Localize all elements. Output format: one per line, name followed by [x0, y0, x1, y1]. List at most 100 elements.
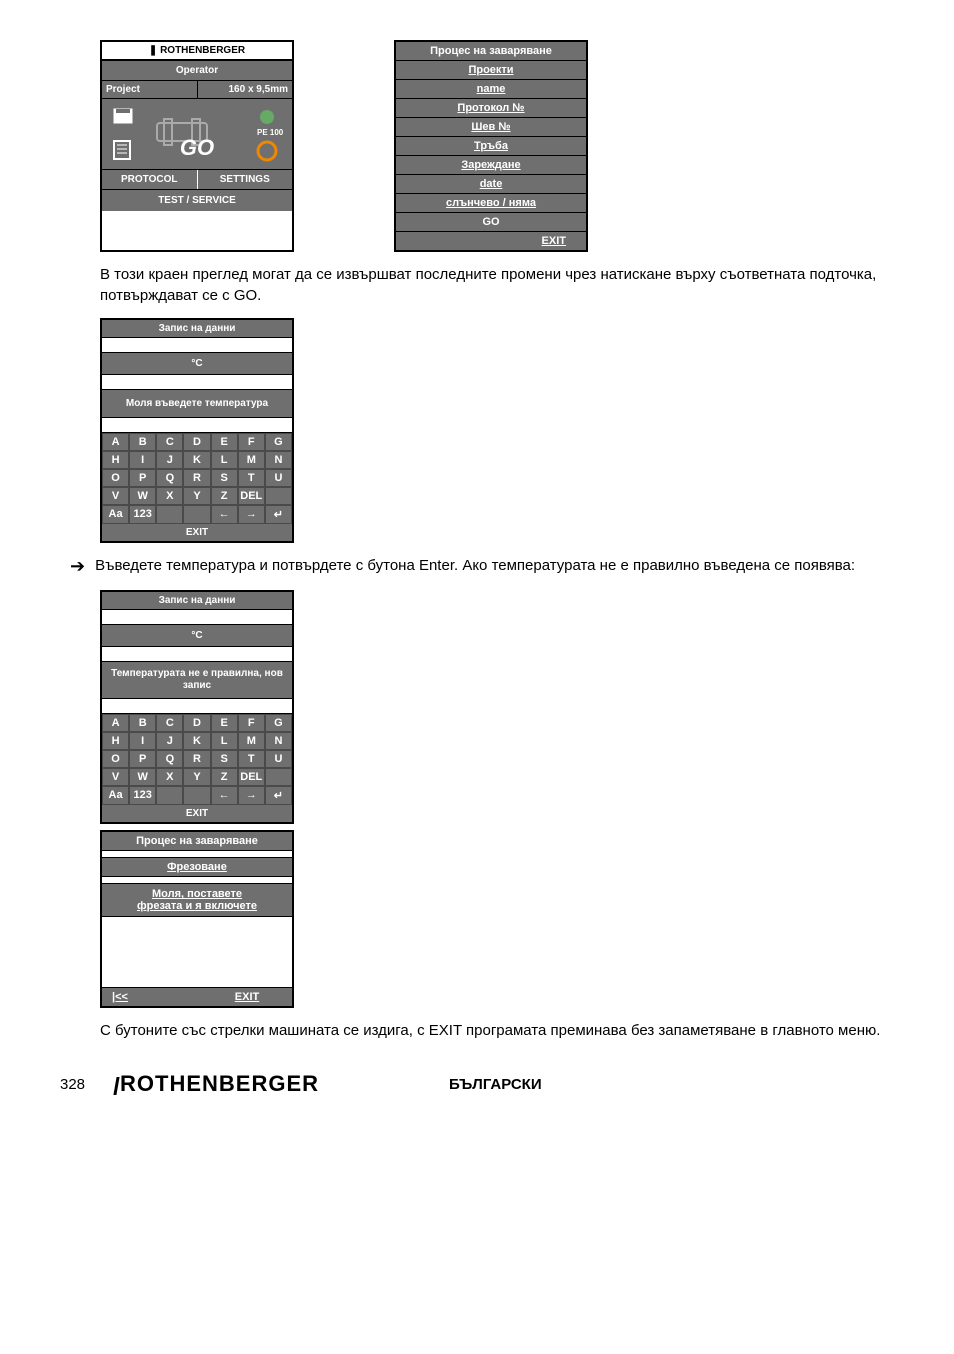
key-I[interactable]: I [129, 732, 156, 750]
key-L[interactable]: L [211, 732, 238, 750]
key-I[interactable]: I [129, 451, 156, 469]
key-C[interactable]: C [156, 714, 183, 732]
process-item[interactable]: Протокол № [396, 99, 586, 118]
kbd1-title: Запис на данни [102, 320, 292, 338]
key-Aa[interactable]: Aa [102, 786, 129, 805]
key-blank[interactable] [265, 768, 292, 786]
key-Q[interactable]: Q [156, 750, 183, 768]
process-item[interactable]: name [396, 80, 586, 99]
key-A[interactable]: A [102, 714, 129, 732]
project-value[interactable]: 160 x 9,5mm [198, 81, 293, 98]
key-S[interactable]: S [211, 750, 238, 768]
key-blank[interactable] [156, 505, 183, 524]
kbd2-exit[interactable]: EXIT [102, 805, 292, 822]
key-B[interactable]: B [129, 714, 156, 732]
key-Z[interactable]: Z [211, 768, 238, 786]
key-→[interactable]: → [238, 505, 265, 524]
brand-header: ❚ ROTHENBERGER [102, 42, 292, 61]
process-item[interactable]: Проекти [396, 61, 586, 80]
key-E[interactable]: E [211, 714, 238, 732]
process-item[interactable]: Тръба [396, 137, 586, 156]
key-blank[interactable] [156, 786, 183, 805]
key-P[interactable]: P [129, 750, 156, 768]
key-Y[interactable]: Y [183, 768, 210, 786]
key-123[interactable]: 123 [129, 786, 156, 805]
process-item[interactable]: слънчево / няма [396, 194, 586, 213]
key-P[interactable]: P [129, 469, 156, 487]
process-panel: Процес на заваряване Проекти name Проток… [394, 40, 588, 252]
key-B[interactable]: B [129, 433, 156, 451]
key-J[interactable]: J [156, 451, 183, 469]
key-U[interactable]: U [265, 750, 292, 768]
key-T[interactable]: T [238, 750, 265, 768]
key-blank[interactable] [183, 786, 210, 805]
key-→[interactable]: → [238, 786, 265, 805]
key-O[interactable]: O [102, 469, 129, 487]
key-H[interactable]: H [102, 732, 129, 750]
key-↵[interactable]: ↵ [265, 505, 292, 524]
key-J[interactable]: J [156, 732, 183, 750]
key-T[interactable]: T [238, 469, 265, 487]
key-X[interactable]: X [156, 768, 183, 786]
key-Q[interactable]: Q [156, 469, 183, 487]
process-item[interactable]: Шев № [396, 118, 586, 137]
key-Y[interactable]: Y [183, 487, 210, 505]
milling-msg1: Моля, поставете [104, 888, 290, 900]
key-K[interactable]: K [183, 732, 210, 750]
process-item[interactable]: date [396, 175, 586, 194]
milling-panel: Процес на заваряване Фрезоване Моля, пос… [100, 830, 294, 1008]
key-N[interactable]: N [265, 732, 292, 750]
key-M[interactable]: M [238, 732, 265, 750]
settings-button[interactable]: SETTINGS [198, 170, 293, 189]
key-D[interactable]: D [183, 714, 210, 732]
kbd1-exit[interactable]: EXIT [102, 524, 292, 541]
key-123[interactable]: 123 [129, 505, 156, 524]
key-H[interactable]: H [102, 451, 129, 469]
key-A[interactable]: A [102, 433, 129, 451]
key-DEL[interactable]: DEL [238, 768, 265, 786]
key-X[interactable]: X [156, 487, 183, 505]
process-go[interactable]: GO [396, 213, 586, 232]
key-V[interactable]: V [102, 768, 129, 786]
kbd2-prompt: Температурата не е правилна, нов запис [102, 662, 292, 699]
keyboard-panel-1: Запис на данни °C Моля въведете температ… [100, 318, 294, 543]
key-←[interactable]: ← [211, 505, 238, 524]
key-W[interactable]: W [129, 768, 156, 786]
key-Aa[interactable]: Aa [102, 505, 129, 524]
key-DEL[interactable]: DEL [238, 487, 265, 505]
key-W[interactable]: W [129, 487, 156, 505]
protocol-button[interactable]: PROTOCOL [102, 170, 198, 189]
key-U[interactable]: U [265, 469, 292, 487]
key-V[interactable]: V [102, 487, 129, 505]
test-service-button[interactable]: TEST / SERVICE [102, 190, 292, 211]
key-←[interactable]: ← [211, 786, 238, 805]
key-Z[interactable]: Z [211, 487, 238, 505]
milling-sub: Фрезоване [102, 858, 292, 877]
key-G[interactable]: G [265, 433, 292, 451]
key-M[interactable]: M [238, 451, 265, 469]
key-F[interactable]: F [238, 714, 265, 732]
project-label[interactable]: Project [102, 81, 198, 98]
go-button[interactable]: GO [180, 135, 214, 161]
key-E[interactable]: E [211, 433, 238, 451]
key-blank[interactable] [265, 487, 292, 505]
key-N[interactable]: N [265, 451, 292, 469]
key-O[interactable]: O [102, 750, 129, 768]
key-K[interactable]: K [183, 451, 210, 469]
key-L[interactable]: L [211, 451, 238, 469]
key-D[interactable]: D [183, 433, 210, 451]
key-G[interactable]: G [265, 714, 292, 732]
key-F[interactable]: F [238, 433, 265, 451]
key-S[interactable]: S [211, 469, 238, 487]
key-R[interactable]: R [183, 469, 210, 487]
milling-back[interactable]: |<< [102, 988, 202, 1006]
page-number: 328 [60, 1076, 85, 1093]
key-↵[interactable]: ↵ [265, 786, 292, 805]
process-exit[interactable]: EXIT [396, 232, 586, 250]
operator-label[interactable]: Operator [102, 61, 292, 81]
key-blank[interactable] [183, 505, 210, 524]
key-C[interactable]: C [156, 433, 183, 451]
process-item[interactable]: Зареждане [396, 156, 586, 175]
key-R[interactable]: R [183, 750, 210, 768]
milling-exit[interactable]: EXIT [202, 988, 292, 1006]
